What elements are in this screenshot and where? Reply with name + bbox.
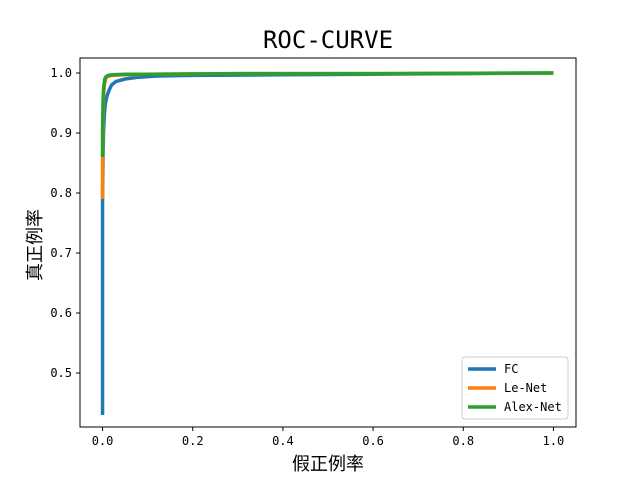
x-axis: 0.0 0.2 0.4 0.6 0.8 1.0 [92, 427, 565, 448]
y-tick-label: 0.7 [50, 246, 72, 260]
x-tick-label: 0.8 [452, 434, 474, 448]
x-axis-label: 假正例率 [292, 454, 364, 475]
legend-label-le-net: Le-Net [504, 381, 547, 395]
y-tick-label: 1.0 [50, 66, 72, 80]
y-axis-label: 真正例率 [25, 209, 46, 281]
plot-frame [79, 57, 577, 428]
y-tick-label: 0.8 [50, 186, 72, 200]
y-axis: 0.5 0.6 0.7 0.8 0.9 1.0 [50, 66, 80, 380]
y-tick-label: 0.5 [50, 366, 72, 380]
x-tick-label: 1.0 [543, 434, 565, 448]
y-tick-label: 0.9 [50, 126, 72, 140]
legend-label-alex-net: Alex-Net [504, 400, 562, 414]
legend-label-fc: FC [504, 362, 518, 376]
series-line-le-net [100, 71, 554, 199]
plot-area [100, 71, 554, 415]
x-tick-label: 0.6 [362, 434, 384, 448]
legend: FC Le-Net Alex-Net [461, 356, 569, 420]
chart-title: ROC-CURVE [263, 26, 393, 54]
x-tick-label: 0.4 [272, 434, 294, 448]
x-tick-label: 0.2 [182, 434, 204, 448]
legend-box [461, 356, 569, 420]
series-line-alex-net [100, 71, 554, 157]
x-tick-label: 0.0 [92, 434, 114, 448]
y-tick-label: 0.6 [50, 306, 72, 320]
